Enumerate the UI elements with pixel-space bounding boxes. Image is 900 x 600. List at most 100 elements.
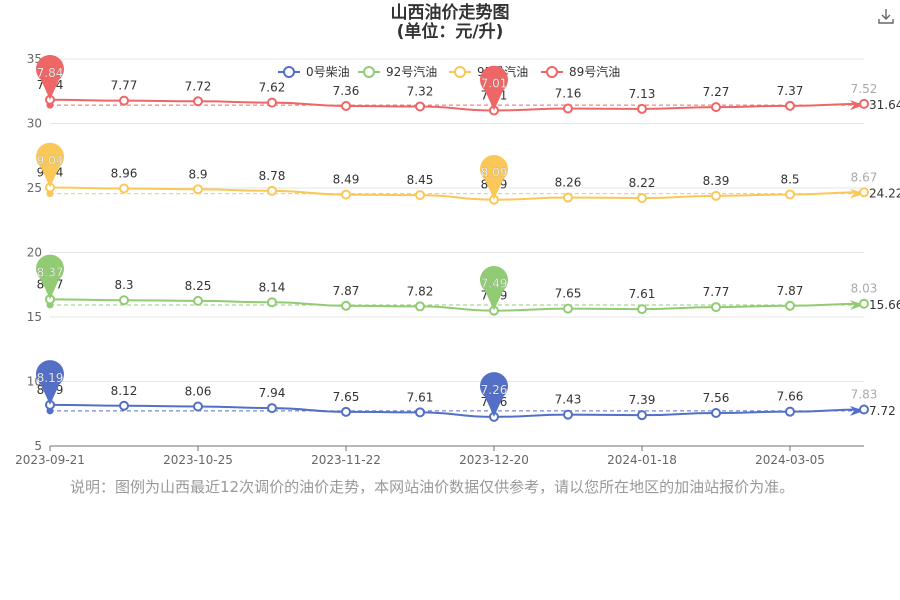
data-point xyxy=(415,301,425,312)
data-point xyxy=(119,295,129,306)
data-label: 8.9 xyxy=(188,167,207,181)
data-label: 7.52 xyxy=(851,82,878,96)
data-point xyxy=(785,100,795,111)
legend-marker xyxy=(283,66,295,78)
min-marker-shape xyxy=(480,265,509,311)
min-marker-label: 7.01 xyxy=(481,76,508,90)
series-line-92号汽油 xyxy=(49,298,865,312)
data-point xyxy=(859,404,869,415)
data-label: 7.39 xyxy=(629,393,656,407)
x-tick-label: 2024-01-18 xyxy=(607,453,677,467)
data-label: 7.36 xyxy=(333,84,360,98)
data-point xyxy=(563,192,573,203)
max-marker: 9.04 xyxy=(36,142,64,188)
min-marker: 7.26 xyxy=(480,372,509,417)
data-point xyxy=(637,410,647,421)
data-point xyxy=(267,97,277,108)
data-point xyxy=(637,193,647,204)
data-point xyxy=(267,297,277,308)
data-label: 7.87 xyxy=(333,284,360,298)
max-marker-label: 8.37 xyxy=(37,265,64,279)
legend-item[interactable]: 0号柴油 xyxy=(278,65,350,79)
data-point xyxy=(859,98,869,109)
max-marker-shape xyxy=(36,360,65,405)
max-marker: 8.19 xyxy=(36,360,65,405)
data-point xyxy=(193,401,203,412)
data-label: 8.06 xyxy=(185,385,212,399)
data-label: 8.26 xyxy=(555,176,582,190)
data-point xyxy=(637,304,647,315)
min-marker-label: 7.49 xyxy=(481,277,508,291)
legend-label: 89号汽油 xyxy=(569,64,620,79)
data-point xyxy=(785,189,795,200)
min-marker-shape xyxy=(480,155,508,200)
series-line-0号柴油 xyxy=(49,403,865,418)
download-icon[interactable] xyxy=(877,7,895,25)
data-point xyxy=(859,298,869,309)
legend-marker xyxy=(546,66,558,78)
data-label: 7.61 xyxy=(407,390,434,404)
data-point xyxy=(711,407,721,418)
download-icon-glyph xyxy=(878,9,894,24)
data-label: 7.77 xyxy=(111,79,138,93)
data-point xyxy=(415,190,425,201)
data-label: 8.67 xyxy=(851,170,878,184)
chart-title: 山西油价走势图 xyxy=(390,3,510,23)
data-point xyxy=(711,102,721,113)
data-label: 7.94 xyxy=(259,386,286,400)
data-label: 7.83 xyxy=(851,387,878,401)
min-marker-shape xyxy=(480,65,508,111)
data-point xyxy=(119,400,129,411)
x-tick-label: 2023-09-21 xyxy=(15,453,85,467)
chart-note: 说明：图例为山西最近12次调价的油价走势，本网站油价数据仅供参考，请以您所在地区… xyxy=(70,478,795,496)
legend-label: 0号柴油 xyxy=(306,65,350,79)
data-point xyxy=(267,185,277,196)
data-point xyxy=(193,96,203,107)
data-label: 7.87 xyxy=(777,284,804,298)
data-label: 8.5 xyxy=(780,172,799,186)
data-label: 7.61 xyxy=(629,287,656,301)
data-label: 7.27 xyxy=(703,85,730,99)
average-line-arrow xyxy=(850,299,864,310)
data-point xyxy=(859,187,869,198)
y-tick-label: 5 xyxy=(34,439,42,453)
data-point xyxy=(119,95,129,106)
data-point xyxy=(341,189,351,200)
data-point xyxy=(785,406,795,417)
data-label: 7.43 xyxy=(555,393,582,407)
data-label: 8.22 xyxy=(629,176,656,190)
x-tick-label: 2023-10-25 xyxy=(163,453,233,467)
data-point xyxy=(193,184,203,195)
data-point xyxy=(415,101,425,112)
x-tick-label: 2024-03-05 xyxy=(755,453,825,467)
min-marker-label: 8.09 xyxy=(481,166,508,180)
data-label: 8.39 xyxy=(703,174,730,188)
data-point xyxy=(341,406,351,417)
data-point xyxy=(785,300,795,311)
data-label: 8.78 xyxy=(259,169,286,183)
data-label: 7.66 xyxy=(777,390,804,404)
legend-item[interactable]: 92号汽油 xyxy=(358,64,437,79)
max-marker-label: 9.04 xyxy=(37,153,64,167)
data-label: 7.16 xyxy=(555,87,582,101)
data-point xyxy=(637,103,647,114)
legend-marker xyxy=(363,66,375,78)
max-marker-label: 8.19 xyxy=(37,371,64,385)
min-marker: 8.09 xyxy=(480,155,508,200)
data-label: 7.56 xyxy=(703,391,730,405)
max-marker-shape xyxy=(36,55,65,100)
average-line-arrow xyxy=(850,188,864,199)
data-label: 8.3 xyxy=(114,278,133,292)
data-label: 8.12 xyxy=(111,384,138,398)
series-line-89号汽油 xyxy=(49,98,865,112)
data-label: 7.82 xyxy=(407,284,434,298)
min-marker: 7.49 xyxy=(480,265,509,311)
data-label: 7.37 xyxy=(777,84,804,98)
data-label: 8.14 xyxy=(259,280,286,294)
data-label: 7.32 xyxy=(407,84,434,98)
y-tick-label: 30 xyxy=(27,117,42,131)
data-point xyxy=(193,295,203,306)
data-point xyxy=(563,303,573,314)
legend-item[interactable]: 89号汽油 xyxy=(541,64,620,79)
legend-label: 92号汽油 xyxy=(386,64,437,79)
